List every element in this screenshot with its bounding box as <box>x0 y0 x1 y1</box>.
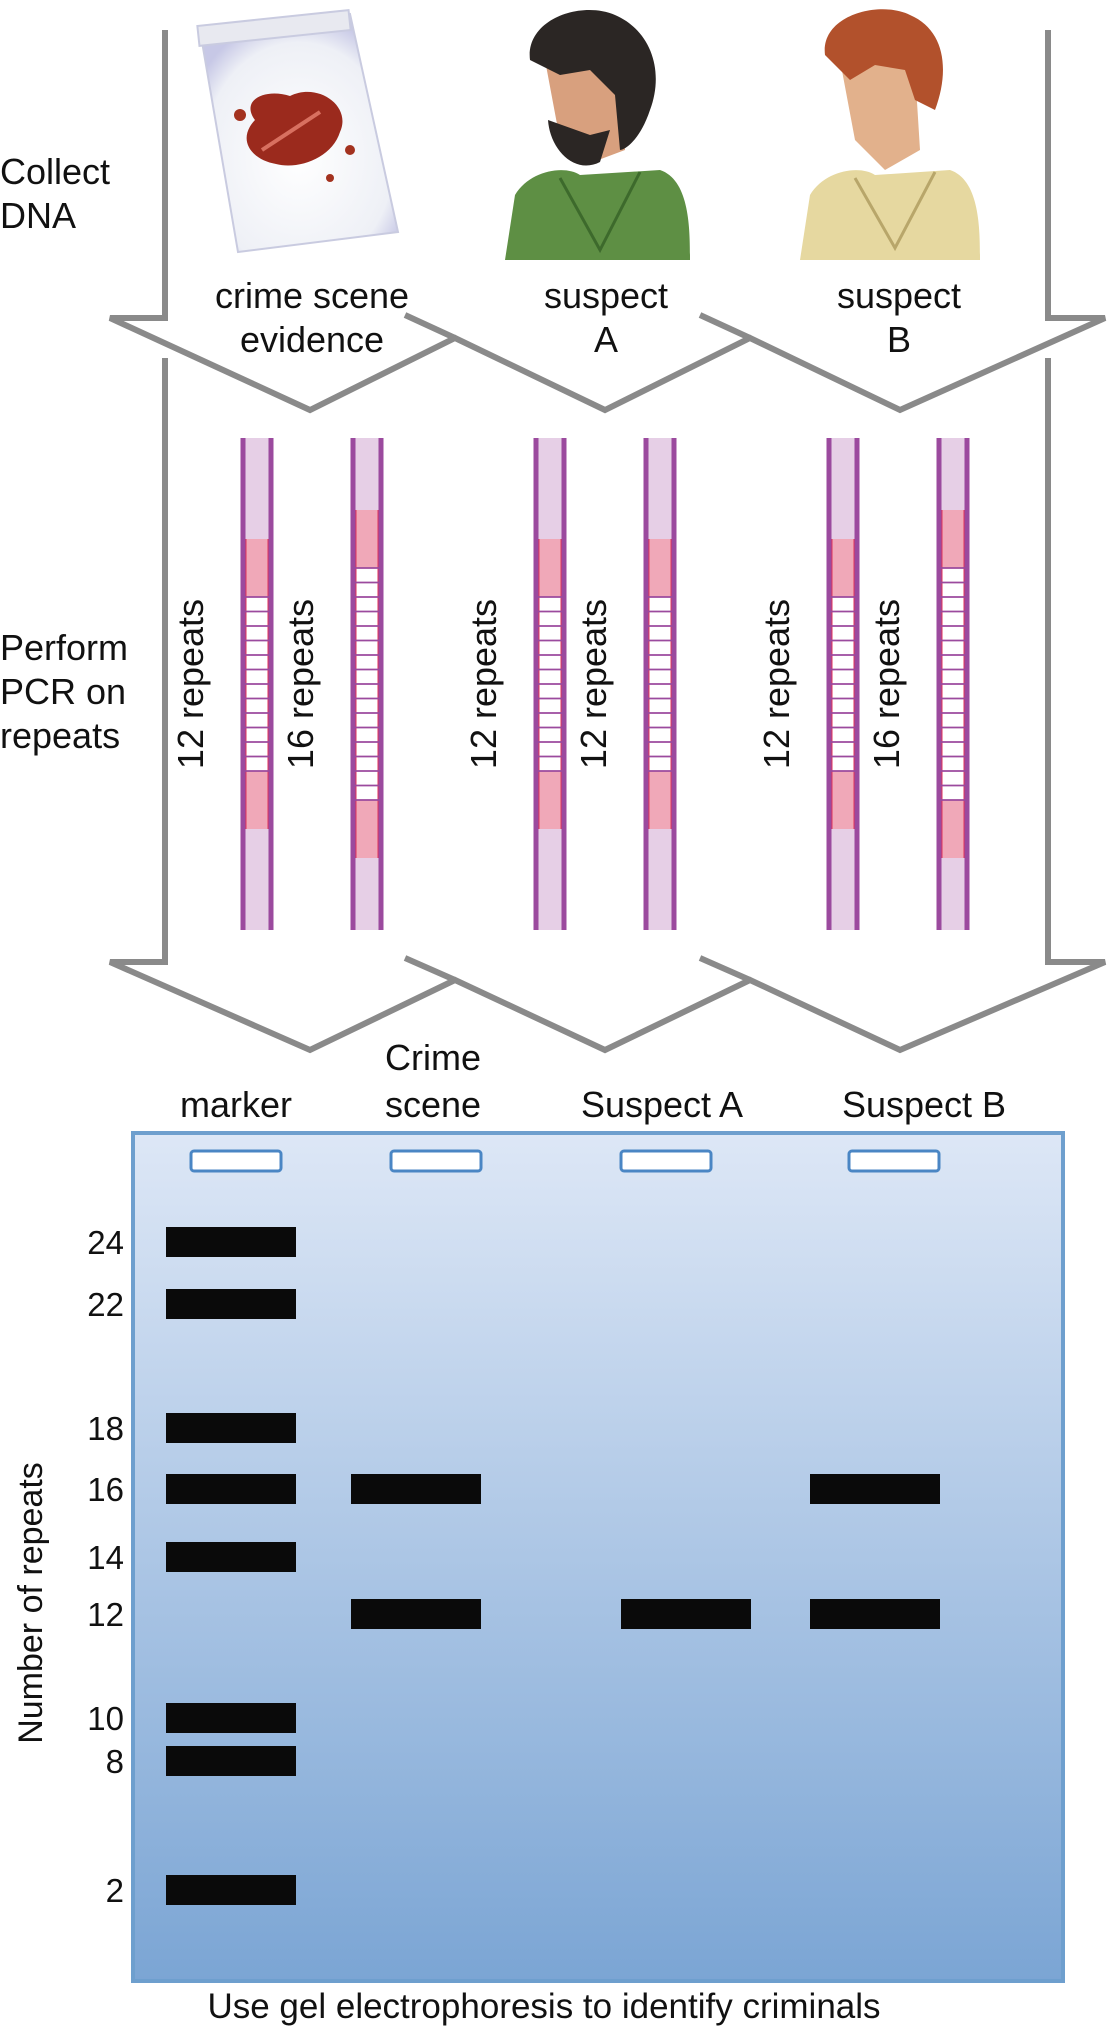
arrow-divider <box>698 312 752 341</box>
source-labels: crime scene evidence suspect A suspect B <box>215 275 961 360</box>
repeat-count-label: 12 repeats <box>573 599 614 769</box>
axis-tick-label: 2 <box>106 1872 124 1909</box>
pcr-step-label: Perform PCR on repeats <box>0 627 128 756</box>
axis-tick-label: 8 <box>106 1743 124 1780</box>
primer-site <box>353 510 381 568</box>
gel-band-marker <box>166 1542 296 1572</box>
dna-strand-suspect-b: 16 repeats <box>866 438 970 930</box>
gel-band-crime-scene <box>351 1474 481 1504</box>
gel-contents: 24 22 18 16 14 12 10 8 2 <box>87 1149 941 1909</box>
repeat-count-label: 12 repeats <box>170 599 211 769</box>
suspect-a-label: A <box>594 319 618 360</box>
primer-site <box>353 800 381 858</box>
dna-strand-suspect-a: 12 repeats <box>573 438 677 930</box>
gel-well <box>189 1149 283 1173</box>
collect-arrow-outline <box>108 30 1107 414</box>
primer-site <box>829 771 857 829</box>
evidence-label: crime scene <box>215 275 409 316</box>
collect-label-line: Collect <box>0 151 110 192</box>
suspect-b-picture <box>800 9 980 260</box>
primer-site <box>646 539 674 597</box>
gel-band-marker <box>166 1746 296 1776</box>
repeat-count-label: 16 repeats <box>866 599 907 769</box>
gel-lane-labels: marker Crime scene Suspect A Suspect B <box>180 1037 1006 1125</box>
dna-strand-evidence: 12 repeats <box>170 438 274 930</box>
dna-strand-suspect-a: 12 repeats <box>463 438 567 930</box>
suspect-b-label: suspect <box>837 275 961 316</box>
repeat-count-label: 12 repeats <box>756 599 797 769</box>
lane-label-marker: marker <box>180 1084 292 1125</box>
lane-label-suspect-a: Suspect A <box>581 1084 743 1125</box>
suspect-b-label: B <box>887 319 911 360</box>
pcr-arrow-outline <box>108 358 1107 1054</box>
gel-band-marker <box>166 1875 296 1905</box>
gel-band-marker <box>166 1703 296 1733</box>
arrow-divider <box>698 955 752 983</box>
lane-label-crime-scene: scene <box>385 1084 481 1125</box>
primer-site <box>939 510 967 568</box>
axis-tick-label: 16 <box>87 1471 124 1508</box>
y-axis-label: Number of repeats <box>12 1462 50 1744</box>
gel-band-marker <box>166 1474 296 1504</box>
axis-tick-label: 22 <box>87 1286 124 1323</box>
process-arrows <box>108 30 1107 1054</box>
figure-caption: Use gel electrophoresis to identify crim… <box>207 1987 880 2026</box>
pcr-label-line: repeats <box>0 715 120 756</box>
suspect-a-label: suspect <box>544 275 668 316</box>
gel-band-crime-scene <box>351 1599 481 1629</box>
gel-well <box>389 1149 483 1173</box>
pcr-label-line: Perform <box>0 627 128 668</box>
gel-band-suspect-b <box>810 1599 940 1629</box>
collect-dna-label: Collect DNA <box>0 151 110 236</box>
gel-well <box>847 1149 941 1173</box>
primer-site <box>536 539 564 597</box>
gel-band-suspect-a <box>621 1599 751 1629</box>
suspect-a-picture <box>505 10 690 260</box>
evidence-label: evidence <box>240 319 384 360</box>
dna-strand-evidence: 16 repeats <box>280 438 384 930</box>
repeat-count-label: 16 repeats <box>280 599 321 769</box>
axis-tick-label: 18 <box>87 1410 124 1447</box>
gel-band-suspect-b <box>810 1474 940 1504</box>
gel-band-marker <box>166 1289 296 1319</box>
primer-site <box>829 539 857 597</box>
evidence-bag-picture <box>196 9 400 254</box>
pcr-label-line: PCR on <box>0 671 126 712</box>
axis-tick-label: 24 <box>87 1224 124 1261</box>
primer-site <box>536 771 564 829</box>
primer-site <box>646 771 674 829</box>
lane-label-crime-scene: Crime <box>385 1037 481 1078</box>
primer-site <box>243 771 271 829</box>
gel-band-marker <box>166 1227 296 1257</box>
axis-tick-label: 14 <box>87 1539 124 1576</box>
primer-site <box>243 539 271 597</box>
primer-site <box>939 800 967 858</box>
gel-band-marker <box>166 1413 296 1443</box>
pcr-dna-strands: 12 repeats 16 repeats 12 repeats 12 repeats… <box>170 438 970 930</box>
collect-label-line: DNA <box>0 195 76 236</box>
gel-well <box>619 1149 713 1173</box>
arrow-divider <box>403 312 457 341</box>
axis-tick-label: 12 <box>87 1596 124 1633</box>
axis-tick-label: 10 <box>87 1700 124 1737</box>
arrow-divider <box>403 955 457 983</box>
lane-label-suspect-b: Suspect B <box>842 1084 1006 1125</box>
repeat-count-label: 12 repeats <box>463 599 504 769</box>
dna-strand-suspect-b: 12 repeats <box>756 438 860 930</box>
